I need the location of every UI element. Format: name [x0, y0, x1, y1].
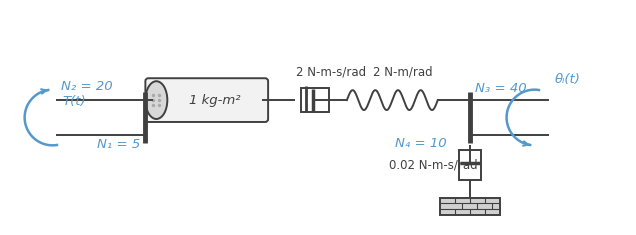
- Text: N₄ = 10: N₄ = 10: [395, 137, 446, 150]
- Text: 1 kg-m²: 1 kg-m²: [189, 94, 240, 107]
- Bar: [439, 198, 500, 215]
- Text: N₂ = 20: N₂ = 20: [60, 80, 112, 93]
- Bar: [301, 88, 329, 112]
- Text: 2 N-m/rad: 2 N-m/rad: [373, 65, 432, 78]
- Text: 2 N-m-s/rad: 2 N-m-s/rad: [296, 65, 366, 78]
- FancyBboxPatch shape: [146, 78, 268, 122]
- Text: N₁ = 5: N₁ = 5: [97, 138, 141, 151]
- Text: N₃ = 40: N₃ = 40: [474, 82, 526, 95]
- Text: θₗ(t): θₗ(t): [555, 73, 581, 86]
- Ellipse shape: [146, 81, 167, 119]
- Text: T(t): T(t): [62, 94, 86, 108]
- Text: 0.02 N-m-s/rad: 0.02 N-m-s/rad: [389, 158, 478, 171]
- Bar: [459, 150, 481, 180]
